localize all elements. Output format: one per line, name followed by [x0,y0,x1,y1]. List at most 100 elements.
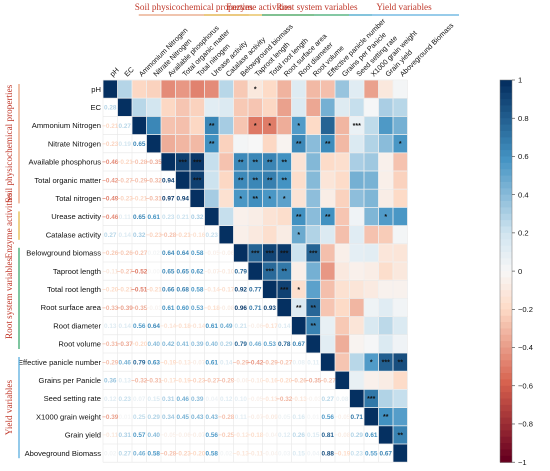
heatmap-cell [349,171,364,189]
heatmap-cell [291,135,306,153]
colorbar-segment [500,283,512,291]
heatmap-cell [262,116,277,135]
heatmap-cell [291,153,306,171]
heatmap-cell [219,80,234,98]
row-label: Total organic matter [34,176,101,185]
heatmap-cell [364,153,379,171]
row-label: Total nitrogen [55,194,101,203]
significance-marker: ** [383,414,389,421]
group-title-top: Yield variables [376,2,432,12]
heatmap-cell [393,116,408,135]
correlation-value: 0.04 [307,450,320,457]
significance-marker: * [254,87,257,94]
heatmap-cell [364,371,379,389]
significance-marker: ** [325,214,331,221]
heatmap-cell [103,80,118,98]
heatmap-cell [306,80,321,98]
correlation-value: −0.04 [262,432,279,439]
heatmap-cell [190,171,205,189]
correlation-value: 0.64 [177,250,190,257]
correlation-value: 0.58 [191,250,204,257]
correlation-value: −0.28 [160,450,177,457]
heatmap-cell [349,135,364,153]
correlation-value: −0.17 [160,378,177,385]
heatmap-cell [146,116,161,135]
colorbar-segment [500,105,512,113]
correlation-value: 0.08 [336,396,349,403]
colorbar-tick-label: −0.2 [518,305,533,314]
heatmap-cell [364,408,379,426]
heatmap-cell [262,171,277,189]
heatmap-cell [378,98,393,116]
heatmap-cell [219,171,234,189]
correlation-value: 0.61 [148,214,161,221]
colorbar-segment [500,290,512,298]
row-label: Nitrate Nitrogen [48,139,101,148]
correlation-value: −0.23 [175,450,192,457]
correlation-value: −0.03 [146,305,163,312]
row-label: Grains per Panicle [39,376,101,385]
heatmap-cell [393,408,408,426]
heatmap-cell [335,226,350,244]
heatmap-cell [378,280,393,298]
heatmap-cell [378,353,393,371]
heatmap-cell [335,98,350,116]
significance-marker: ** [238,159,244,166]
correlation-value: 0.13 [119,378,132,385]
heatmap-cell [320,189,335,207]
row-label: Available phosphorus [29,158,102,167]
significance-marker: *** [382,360,390,367]
heatmap-cell [175,153,190,171]
colorbar-segment [500,271,512,279]
heatmap-cell [378,262,393,280]
significance-marker: ** [253,196,259,203]
heatmap-cell [161,80,176,98]
heatmap-cell [378,116,393,135]
significance-marker: ** [311,323,317,330]
correlation-value: 0.11 [235,414,248,421]
heatmap-cell [393,207,408,226]
correlation-value: 0.92 [235,287,248,294]
heatmap-cell [277,171,292,189]
heatmap-cell [349,280,364,298]
row-label: Root diameter [53,321,101,330]
correlation-value: −0.20 [131,341,148,348]
heatmap-cell [175,135,190,153]
heatmap-cell [364,280,379,298]
row-label: Root volume [58,340,101,349]
heatmap-cell [291,298,306,317]
heatmap-cell [364,317,379,335]
heatmap-cell [306,116,321,135]
heatmap-cell [248,226,263,244]
heatmap-cell [277,262,292,280]
colorbar-segment [500,296,512,304]
heatmap-cell [349,244,364,262]
correlation-value: −0.32 [276,396,293,403]
correlation-value: 0.14 [220,359,233,366]
heatmap-cell [204,153,219,171]
correlation-value: 0.61 [365,432,378,439]
correlation-value: 0.15 [148,396,161,403]
significance-marker: * [370,360,373,367]
correlation-value: 0.27 [119,123,132,130]
heatmap-cell [219,226,234,244]
correlation-value: 0.13 [104,323,117,330]
correlation-value: 0.14 [119,232,132,239]
significance-marker: *** [193,178,201,185]
correlation-value: 0.65 [177,268,190,275]
heatmap-cell [320,298,335,317]
heatmap-cell [248,98,263,116]
correlation-value: −0.05 [160,432,177,439]
correlation-value: −0.06 [175,432,192,439]
heatmap-cell [349,317,364,335]
colorbar-segment [500,194,512,202]
significance-marker: *** [353,123,361,130]
correlation-value: 0.15 [307,432,320,439]
heatmap-cell [190,98,205,116]
correlation-value: 0.25 [133,414,146,421]
correlation-value: −0.17 [262,323,279,330]
colorbar-segment [500,99,512,107]
heatmap-cell [277,207,292,226]
correlation-value: −0.19 [160,359,177,366]
significance-marker: ** [267,178,273,185]
